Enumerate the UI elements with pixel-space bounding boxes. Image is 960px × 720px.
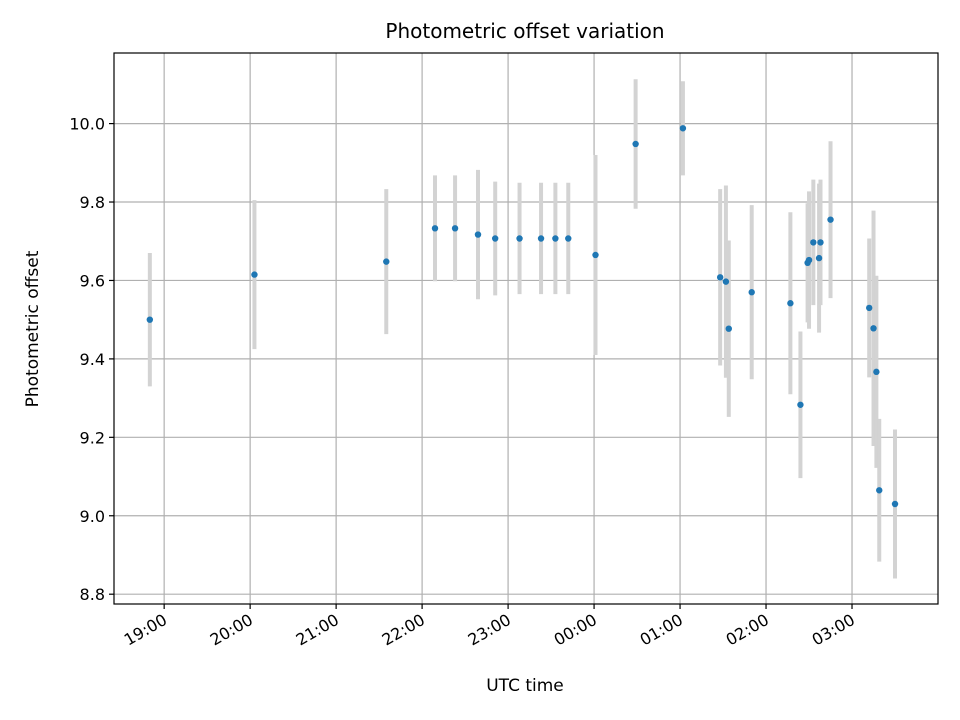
chart-title: Photometric offset variation <box>385 19 664 43</box>
data-point <box>876 487 883 494</box>
data-point <box>516 235 523 242</box>
x-tick-label: 23:00 <box>465 610 514 650</box>
data-point <box>552 235 559 242</box>
data-point <box>891 500 899 508</box>
data-point <box>810 239 817 246</box>
data-point <box>716 274 724 281</box>
y-tick-label: 10.0 <box>69 115 105 134</box>
plot-background <box>114 53 938 604</box>
data-point <box>797 401 804 408</box>
data-point <box>451 225 459 232</box>
x-axis-title: UTC time <box>486 676 564 696</box>
data-point <box>251 271 258 278</box>
data-point <box>817 239 824 246</box>
y-tick-label: 9.8 <box>80 193 105 212</box>
data-point <box>383 258 390 265</box>
x-tick-label: 00:00 <box>551 610 600 650</box>
data-point <box>431 225 439 232</box>
y-axis-ticks: 8.8 9.0 9.2 9.4 9.6 9.8 10.0 <box>69 115 114 604</box>
y-axis-title: Photometric offset <box>23 250 43 407</box>
y-tick-label: 9.4 <box>80 350 105 369</box>
y-tick-label: 8.8 <box>80 585 105 604</box>
data-point <box>491 235 499 242</box>
y-tick-label: 9.2 <box>80 428 105 447</box>
x-tick-label: 20:00 <box>207 610 256 650</box>
x-tick-label: 21:00 <box>293 610 342 650</box>
y-tick-label: 9.0 <box>80 507 105 526</box>
data-point <box>866 304 873 312</box>
x-tick-label: 22:00 <box>379 610 428 650</box>
plot-frame <box>113 52 939 605</box>
data-point <box>722 278 730 285</box>
x-axis-ticks: 19:00 20:00 21:00 22:00 23:00 00:00 01:00 02:00… <box>121 604 858 650</box>
data-point <box>748 289 755 296</box>
data-point <box>537 235 545 242</box>
x-tick-label: 19:00 <box>121 610 170 650</box>
data-point <box>679 125 687 132</box>
y-tick-label: 9.6 <box>80 271 105 290</box>
data-point <box>805 256 813 264</box>
data-points <box>146 125 899 508</box>
data-point <box>474 231 482 238</box>
data-point <box>815 254 823 262</box>
data-point <box>146 316 154 323</box>
data-point <box>592 251 599 259</box>
data-point <box>873 368 880 376</box>
x-tick-label: 02:00 <box>723 610 772 650</box>
data-point <box>870 325 877 332</box>
data-point <box>632 140 639 148</box>
data-point <box>827 216 834 223</box>
data-point <box>787 300 794 307</box>
data-point <box>725 325 732 332</box>
x-tick-label: 01:00 <box>637 610 686 650</box>
data-point <box>565 235 572 242</box>
x-tick-label: 03:00 <box>809 610 858 650</box>
